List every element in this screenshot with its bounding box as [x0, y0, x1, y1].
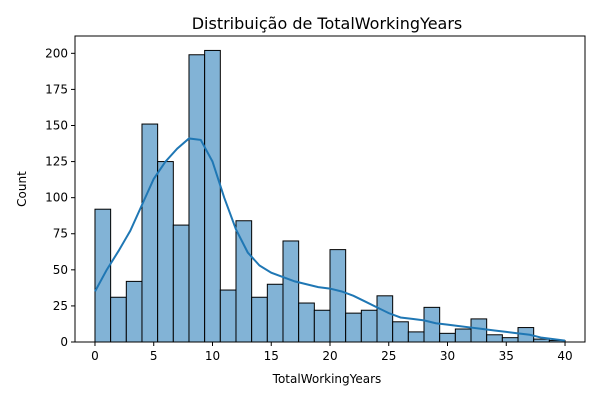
x-tick-label: 0: [91, 349, 99, 363]
x-tick-label: 15: [264, 349, 279, 363]
y-tick-label: 25: [53, 299, 68, 313]
x-axis-ticks: 0 5 10 15 20 25 30 35 40: [91, 342, 573, 363]
x-tick-label: 25: [381, 349, 396, 363]
histogram-bar: [125, 280, 143, 343]
histogram-bar: [501, 337, 519, 343]
x-tick-label: 30: [440, 349, 455, 363]
y-tick-label: 150: [45, 118, 68, 132]
histogram-bar: [407, 331, 425, 343]
histogram-bar: [454, 328, 472, 343]
histogram-bar: [486, 334, 503, 343]
y-tick-label: 75: [53, 227, 68, 241]
y-tick-label: 175: [45, 82, 68, 96]
y-axis-label: Count: [15, 171, 29, 207]
histogram-bar: [251, 296, 268, 343]
histogram-bar: [282, 240, 300, 343]
x-axis-label: TotalWorkingYears: [272, 372, 382, 386]
histogram-bar: [360, 309, 378, 343]
x-tick-label: 20: [322, 349, 337, 363]
histogram-bar: [219, 289, 237, 343]
histogram-bar: [470, 318, 488, 343]
x-tick-label: 10: [205, 349, 220, 363]
histogram-bar: [345, 312, 362, 343]
x-tick-label: 40: [557, 349, 572, 363]
chart-title: Distribuição de TotalWorkingYears: [192, 14, 463, 33]
histogram-bar: [376, 295, 394, 343]
histogram-bar: [423, 306, 441, 343]
histogram-bar: [266, 283, 284, 343]
y-axis-ticks: 0 25 50 75 100 125 150 175 200: [45, 46, 75, 349]
y-tick-label: 50: [53, 263, 68, 277]
histogram-bar: [298, 302, 315, 343]
y-tick-label: 0: [60, 335, 68, 349]
histogram-bar: [157, 161, 174, 343]
x-tick-label: 5: [150, 349, 158, 363]
y-tick-label: 100: [45, 191, 68, 205]
histogram-bar: [235, 220, 253, 343]
kde-curve: [94, 137, 566, 342]
histogram-bar: [172, 224, 190, 343]
histogram-bar: [141, 123, 159, 343]
x-tick-label: 35: [499, 349, 514, 363]
histogram-bar: [188, 54, 206, 343]
histogram-bar: [392, 321, 409, 343]
bars-group: [94, 49, 566, 343]
histogram-bar: [329, 249, 347, 343]
y-tick-label: 200: [45, 46, 68, 60]
histogram-bar: [204, 49, 221, 343]
y-tick-label: 125: [45, 155, 68, 169]
histogram-bar: [439, 332, 456, 343]
histogram-bar: [110, 296, 127, 343]
histogram-bar: [313, 309, 331, 343]
